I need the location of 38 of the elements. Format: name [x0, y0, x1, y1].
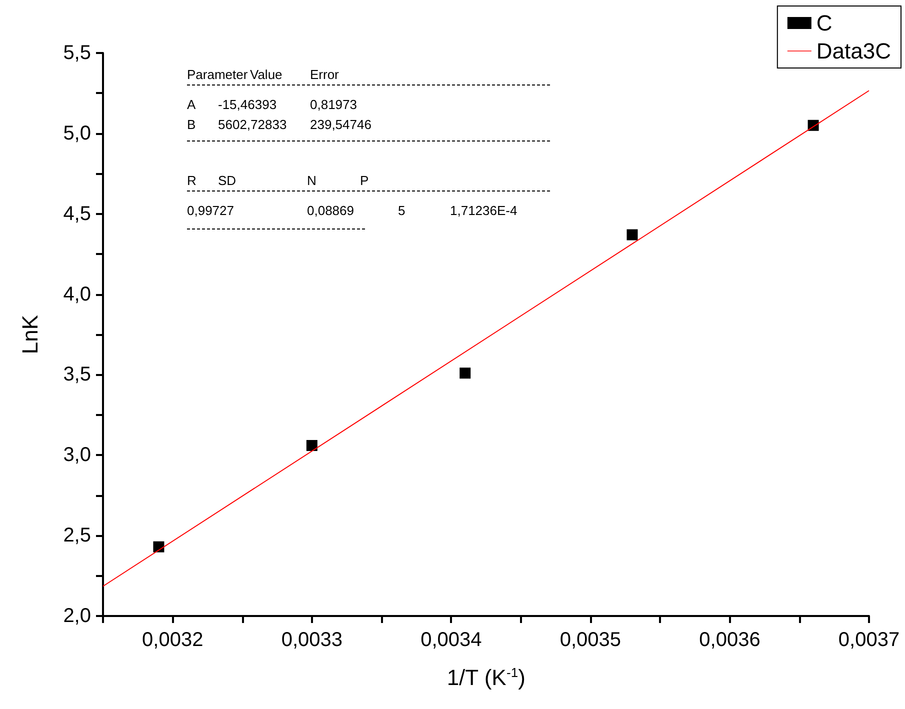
legend-label: C — [816, 10, 832, 36]
annotation: Parameter — [187, 67, 248, 82]
annotation: 0,81973 — [310, 97, 357, 112]
y-tick-label: 5,5 — [63, 42, 91, 64]
x-tick-label: 0,0034 — [420, 629, 482, 651]
annotation: SD — [218, 173, 236, 188]
annotation: Error — [310, 67, 340, 82]
annotation: B — [187, 117, 196, 132]
y-tick-label: 3,5 — [63, 364, 91, 386]
x-tick-label: 0,0036 — [699, 629, 760, 651]
x-tick-label: 0,0032 — [142, 629, 204, 651]
x-tick-label: 0,0035 — [560, 629, 622, 651]
y-tick-label: 2,5 — [63, 524, 91, 547]
annotation: 0,99727 — [187, 203, 234, 218]
x-tick-label: 0,0037 — [838, 629, 900, 651]
annotation: A — [187, 97, 196, 112]
y-tick-label: 4,5 — [63, 202, 91, 225]
y-tick-label: 2,0 — [63, 605, 91, 627]
point — [306, 440, 318, 451]
annotation: -15,46393 — [218, 97, 277, 112]
legend-label: Data3C — [816, 38, 892, 64]
point — [153, 541, 164, 552]
annotation: Value — [250, 67, 282, 82]
annotation: R — [187, 173, 196, 188]
annotation: N — [307, 173, 316, 188]
point — [626, 229, 638, 240]
point — [460, 368, 471, 379]
annotation: 5602,72833 — [218, 117, 287, 132]
annotation: P — [360, 173, 369, 188]
y-tick-label: 3,0 — [63, 444, 91, 466]
x-tick-label: 0,0033 — [281, 629, 342, 651]
annotation: 1,71236E-4 — [450, 203, 518, 218]
y-tick-label: 4,0 — [63, 283, 91, 306]
annotation: 5 — [398, 203, 406, 218]
annotation: 0,08869 — [307, 203, 354, 218]
y-tick-label: 5,0 — [63, 122, 91, 144]
y-axis-title: LnK — [18, 314, 42, 354]
annotation: 239,54746 — [310, 117, 372, 132]
